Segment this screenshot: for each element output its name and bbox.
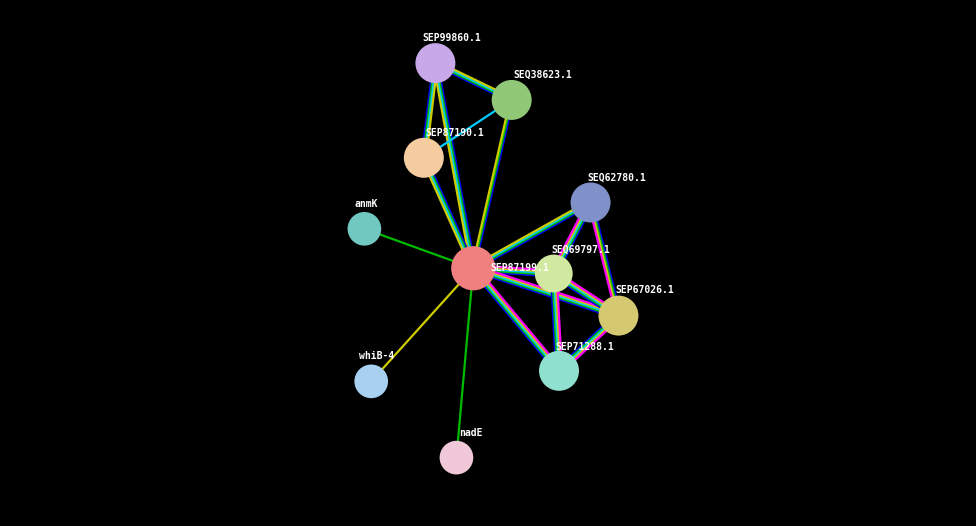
Circle shape: [451, 246, 496, 290]
Text: whiB-4: whiB-4: [359, 351, 394, 361]
Circle shape: [439, 441, 473, 474]
Text: SEP67026.1: SEP67026.1: [615, 285, 674, 296]
Text: SEP87199.1: SEP87199.1: [491, 263, 549, 274]
Text: SEP99860.1: SEP99860.1: [423, 33, 481, 43]
Text: SEQ62780.1: SEQ62780.1: [587, 173, 646, 183]
Circle shape: [571, 183, 611, 222]
Text: SEQ38623.1: SEQ38623.1: [513, 69, 572, 80]
Circle shape: [416, 43, 456, 83]
Circle shape: [347, 212, 382, 246]
Text: anmK: anmK: [355, 198, 379, 209]
Circle shape: [598, 296, 638, 336]
Text: SEP71288.1: SEP71288.1: [555, 342, 614, 352]
Text: SEQ69797.1: SEQ69797.1: [551, 244, 610, 255]
Circle shape: [492, 80, 532, 120]
Circle shape: [539, 351, 579, 391]
Text: nadE: nadE: [460, 428, 483, 439]
Circle shape: [404, 138, 444, 178]
Circle shape: [535, 255, 573, 292]
Text: SEP87190.1: SEP87190.1: [425, 127, 484, 138]
Circle shape: [354, 365, 388, 398]
